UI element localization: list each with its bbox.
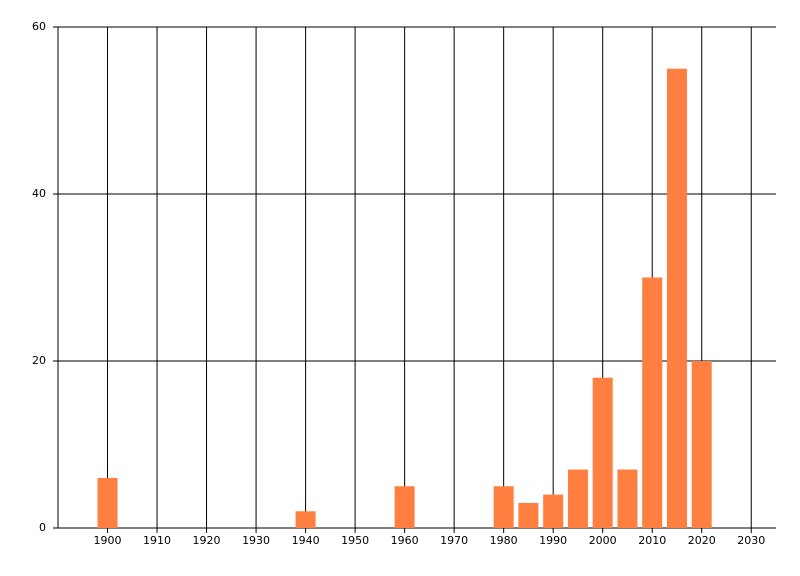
x-tick-label: 1910	[143, 534, 171, 547]
y-tick-label: 20	[32, 354, 46, 367]
bar	[493, 486, 514, 528]
bar	[295, 511, 316, 528]
y-tick-label: 0	[39, 521, 46, 534]
x-tick-label: 1950	[341, 534, 369, 547]
x-tick-label: 1930	[242, 534, 270, 547]
bar	[543, 494, 564, 528]
x-tick-label: 1960	[391, 534, 419, 547]
x-tick-label: 2020	[688, 534, 716, 547]
x-tick-label: 1990	[539, 534, 567, 547]
y-tick-label: 60	[32, 20, 46, 33]
x-tick-label: 2000	[589, 534, 617, 547]
bar	[691, 361, 712, 528]
bar	[642, 277, 663, 528]
bar	[666, 68, 687, 528]
bar	[518, 502, 539, 528]
x-tick-label: 1970	[440, 534, 468, 547]
bar	[567, 469, 588, 528]
bar	[97, 477, 118, 528]
bar	[592, 377, 613, 528]
x-tick-label: 1980	[490, 534, 518, 547]
x-tick-label: 2030	[737, 534, 765, 547]
bar	[394, 486, 415, 528]
bar	[617, 469, 638, 528]
x-tick-label: 1900	[94, 534, 122, 547]
y-tick-label: 40	[32, 187, 46, 200]
x-tick-label: 1940	[292, 534, 320, 547]
x-tick-label: 2010	[638, 534, 666, 547]
x-tick-label: 1920	[193, 534, 221, 547]
